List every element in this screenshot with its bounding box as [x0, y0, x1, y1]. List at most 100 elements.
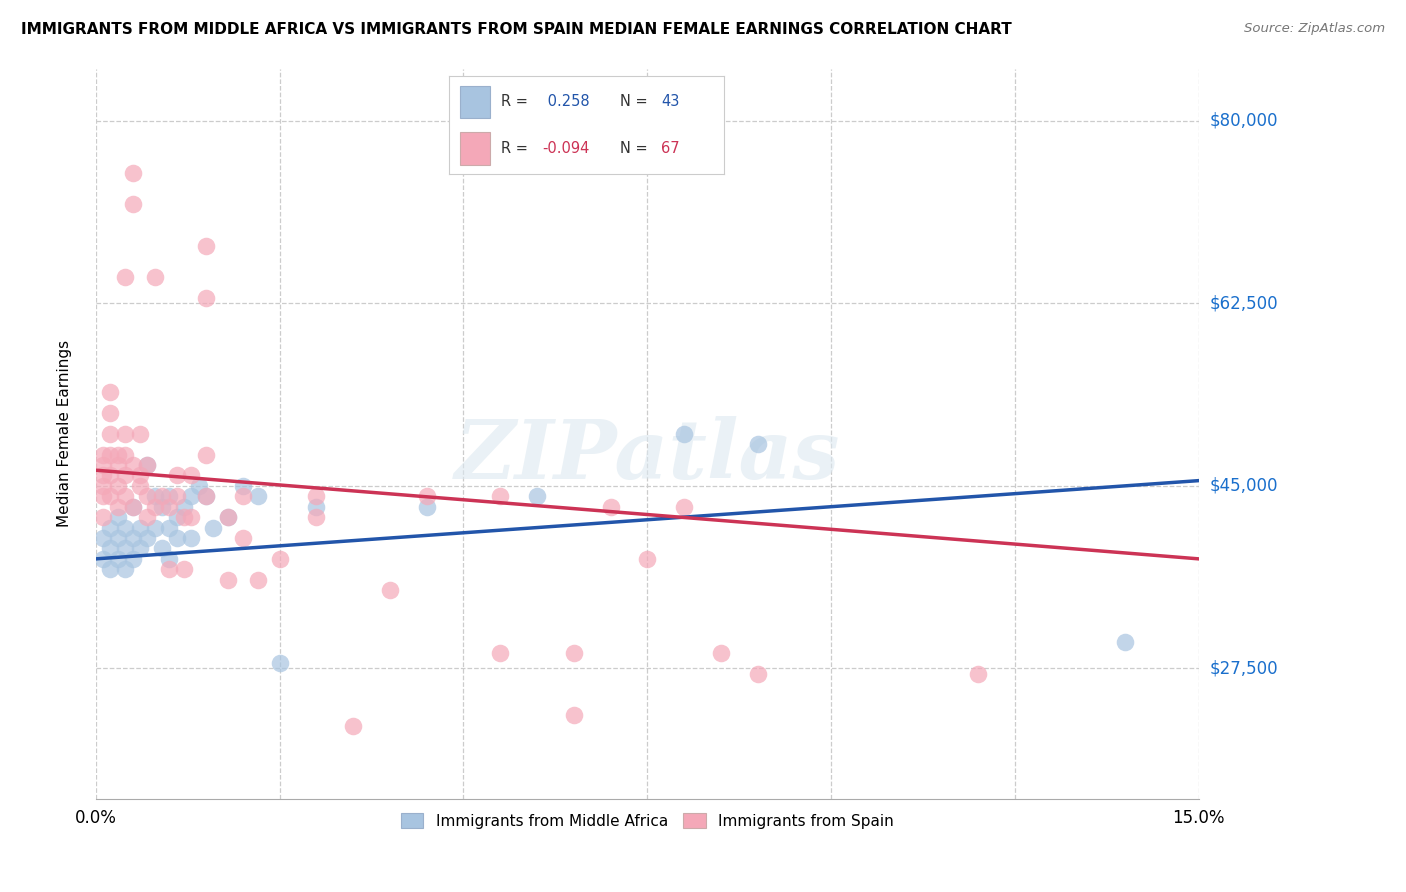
Point — [100, 541, 122, 556]
Point — [378, 583, 401, 598]
Point — [143, 270, 166, 285]
Point — [114, 562, 136, 576]
Point — [100, 426, 122, 441]
Point — [121, 458, 143, 472]
Point — [217, 510, 239, 524]
Point — [91, 510, 114, 524]
Point — [100, 384, 122, 399]
Point — [121, 531, 143, 545]
Point — [129, 426, 152, 441]
Point — [1114, 635, 1136, 649]
Point — [415, 489, 437, 503]
Point — [195, 291, 218, 305]
Point — [157, 562, 180, 576]
Point — [187, 479, 209, 493]
Point — [136, 531, 159, 545]
Text: $80,000: $80,000 — [1211, 112, 1278, 129]
Point — [114, 520, 136, 534]
Point — [562, 708, 585, 723]
Point — [246, 489, 269, 503]
Point — [114, 270, 136, 285]
Point — [166, 468, 188, 483]
Point — [91, 531, 114, 545]
Point — [342, 719, 364, 733]
Point — [143, 500, 166, 514]
Point — [129, 520, 152, 534]
Point — [967, 666, 990, 681]
Point — [121, 552, 143, 566]
Point — [173, 562, 195, 576]
Point — [202, 520, 225, 534]
Point — [114, 489, 136, 503]
Point — [599, 500, 621, 514]
Point — [180, 489, 202, 503]
Point — [136, 458, 159, 472]
Point — [180, 510, 202, 524]
Point — [107, 479, 129, 493]
Point — [232, 479, 254, 493]
Point — [747, 666, 769, 681]
Point — [673, 500, 696, 514]
Point — [526, 489, 548, 503]
Point — [180, 468, 202, 483]
Point — [107, 531, 129, 545]
Point — [129, 468, 152, 483]
Point — [673, 426, 696, 441]
Point — [269, 552, 291, 566]
Text: $45,000: $45,000 — [1211, 477, 1278, 495]
Point — [246, 573, 269, 587]
Point — [121, 197, 143, 211]
Point — [157, 520, 180, 534]
Point — [107, 458, 129, 472]
Point — [121, 500, 143, 514]
Point — [173, 500, 195, 514]
Point — [232, 489, 254, 503]
Point — [415, 500, 437, 514]
Point — [91, 448, 114, 462]
Point — [166, 510, 188, 524]
Point — [136, 489, 159, 503]
Point — [91, 468, 114, 483]
Point — [143, 520, 166, 534]
Point — [562, 646, 585, 660]
Point — [489, 489, 512, 503]
Point — [129, 541, 152, 556]
Point — [305, 500, 328, 514]
Point — [232, 531, 254, 545]
Text: $27,500: $27,500 — [1211, 659, 1278, 677]
Point — [195, 239, 218, 253]
Point — [100, 406, 122, 420]
Point — [91, 458, 114, 472]
Point — [107, 552, 129, 566]
Point — [269, 656, 291, 670]
Point — [114, 468, 136, 483]
Text: ZIPatlas: ZIPatlas — [454, 416, 839, 496]
Point — [100, 562, 122, 576]
Point — [150, 541, 173, 556]
Point — [136, 510, 159, 524]
Point — [100, 489, 122, 503]
Point — [129, 479, 152, 493]
Point — [636, 552, 658, 566]
Point — [107, 510, 129, 524]
Text: $62,500: $62,500 — [1211, 294, 1278, 312]
Point — [114, 541, 136, 556]
Point — [136, 458, 159, 472]
Point — [195, 489, 218, 503]
Point — [91, 489, 114, 503]
Point — [100, 448, 122, 462]
Point — [166, 489, 188, 503]
Point — [195, 489, 218, 503]
Legend: Immigrants from Middle Africa, Immigrants from Spain: Immigrants from Middle Africa, Immigrant… — [395, 807, 900, 835]
Text: IMMIGRANTS FROM MIDDLE AFRICA VS IMMIGRANTS FROM SPAIN MEDIAN FEMALE EARNINGS CO: IMMIGRANTS FROM MIDDLE AFRICA VS IMMIGRA… — [21, 22, 1012, 37]
Point — [107, 500, 129, 514]
Point — [121, 166, 143, 180]
Point — [114, 426, 136, 441]
Point — [195, 448, 218, 462]
Point — [100, 520, 122, 534]
Point — [150, 489, 173, 503]
Point — [150, 500, 173, 514]
Point — [157, 552, 180, 566]
Point — [121, 500, 143, 514]
Point — [180, 531, 202, 545]
